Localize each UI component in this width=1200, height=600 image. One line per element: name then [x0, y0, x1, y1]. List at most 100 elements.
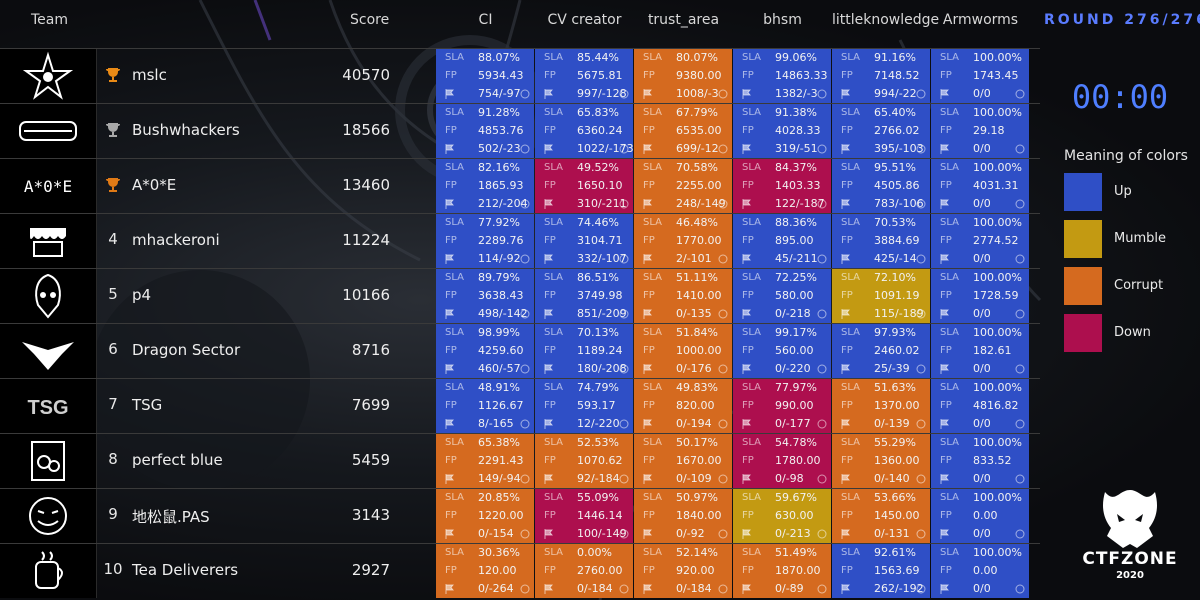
fp-key: FP: [544, 70, 556, 81]
flags-value: 149/-94: [478, 472, 521, 485]
service-cell-bhsm[interactable]: SLA 72.25% FP 580.00 0/-218: [733, 269, 831, 323]
service-cell-trust-area[interactable]: SLA 67.79% FP 6535.00 699/-12: [634, 104, 732, 158]
service-cell-trust-area[interactable]: SLA 46.48% FP 1770.00 2/-101: [634, 214, 732, 268]
service-cell-ci[interactable]: SLA 98.99% FP 4259.60 460/-57: [436, 324, 534, 378]
fp-key: FP: [742, 565, 754, 576]
team-score: 7699: [351, 396, 390, 414]
sla-key: SLA: [940, 107, 959, 118]
team-score: 5459: [351, 451, 390, 469]
service-cell-armworms[interactable]: SLA 100.00% FP 1728.59 0/0: [931, 269, 1029, 323]
flag-icon: [742, 309, 751, 319]
flags-value: 0/0: [973, 582, 991, 595]
service-cell-armworms[interactable]: SLA 100.00% FP 0.00 0/0: [931, 489, 1029, 543]
service-cell-bhsm[interactable]: SLA 77.97% FP 990.00 0/-177: [733, 379, 831, 433]
team-name[interactable]: perfect blue: [132, 451, 223, 469]
service-cell-bhsm[interactable]: SLA 59.67% FP 630.00 0/-213: [733, 489, 831, 543]
service-cell-ci[interactable]: SLA 91.28% FP 4853.76 502/-23: [436, 104, 534, 158]
service-cell-armworms[interactable]: SLA 100.00% FP 4816.82 0/0: [931, 379, 1029, 433]
fp-value: 4816.82: [973, 399, 1019, 412]
sla-value: 100.00%: [973, 51, 1022, 64]
service-cell-cv-creator[interactable]: SLA 85.44% FP 5675.81 997/-128: [535, 49, 633, 103]
service-cell-cv-creator[interactable]: SLA 65.83% FP 6360.24 1022/-173: [535, 104, 634, 158]
service-cell-ci[interactable]: SLA 30.36% FP 120.00 0/-264: [436, 544, 534, 598]
service-cell-ci[interactable]: SLA 88.07% FP 5934.43 754/-97: [436, 49, 534, 103]
team-name[interactable]: Tea Deliverers: [132, 561, 239, 579]
clock-icon: [520, 419, 530, 429]
service-cell-armworms[interactable]: SLA 100.00% FP 182.61 0/0: [931, 324, 1029, 378]
team-name[interactable]: 地松鼠.PAS: [132, 508, 210, 526]
service-cell-littleknowledge[interactable]: SLA 92.61% FP 1563.69 262/-192: [832, 544, 930, 598]
service-cell-cv-creator[interactable]: SLA 52.53% FP 1070.62 92/-184: [535, 434, 633, 488]
team-name[interactable]: A*0*E: [132, 176, 177, 194]
service-cell-bhsm[interactable]: SLA 88.36% FP 895.00 45/-211: [733, 214, 831, 268]
service-cell-ci[interactable]: SLA 82.16% FP 1865.93 212/-204: [436, 159, 534, 213]
team-name[interactable]: p4: [132, 286, 152, 304]
team-score: 3143: [351, 506, 390, 524]
service-cell-ci[interactable]: SLA 65.38% FP 2291.43 149/-94: [436, 434, 534, 488]
service-cell-littleknowledge[interactable]: SLA 97.93% FP 2460.02 25/-39: [832, 324, 930, 378]
service-cell-littleknowledge[interactable]: SLA 51.63% FP 1370.00 0/-139: [832, 379, 930, 433]
sla-key: SLA: [841, 272, 860, 283]
team-name[interactable]: TSG: [132, 396, 163, 414]
flag-icon: [445, 199, 454, 209]
team-name[interactable]: Dragon Sector: [132, 341, 241, 359]
service-cell-bhsm[interactable]: SLA 54.78% FP 1780.00 0/-98: [733, 434, 831, 488]
flags-value: 262/-192: [874, 582, 924, 595]
service-cell-littleknowledge[interactable]: SLA 55.29% FP 1360.00 0/-140: [832, 434, 930, 488]
flag-icon: [544, 584, 553, 594]
service-cell-littleknowledge[interactable]: SLA 65.40% FP 2766.02 395/-103: [832, 104, 930, 158]
clock-icon: [1015, 254, 1025, 264]
flags-value: 0/-220: [775, 362, 811, 375]
service-cell-trust-area[interactable]: SLA 52.14% FP 920.00 0/-184: [634, 544, 732, 598]
service-cell-trust-area[interactable]: SLA 70.58% FP 2255.00 248/-149: [634, 159, 732, 213]
service-cell-armworms[interactable]: SLA 100.00% FP 29.18 0/0: [931, 104, 1029, 158]
flag-icon: [445, 584, 454, 594]
service-cell-trust-area[interactable]: SLA 51.11% FP 1410.00 0/-135: [634, 269, 732, 323]
service-cell-trust-area[interactable]: SLA 50.17% FP 1670.00 0/-109: [634, 434, 732, 488]
sla-value: 46.48%: [676, 216, 718, 229]
service-cell-armworms[interactable]: SLA 100.00% FP 833.52 0/0: [931, 434, 1029, 488]
fp-value: 0.00: [973, 509, 998, 522]
service-cell-littleknowledge[interactable]: SLA 53.66% FP 1450.00 0/-131: [832, 489, 930, 543]
fp-value: 2289.76: [478, 234, 524, 247]
service-cell-cv-creator[interactable]: SLA 70.13% FP 1189.24 180/-208: [535, 324, 633, 378]
ctfzone-logo-icon: [1103, 490, 1157, 548]
legend-swatch-corrupt: [1064, 267, 1102, 305]
team-name[interactable]: mhackeroni: [132, 231, 220, 249]
service-cell-littleknowledge[interactable]: SLA 95.51% FP 4505.86 783/-106: [832, 159, 930, 213]
service-cell-armworms[interactable]: SLA 100.00% FP 4031.31 0/0: [931, 159, 1029, 213]
service-cell-bhsm[interactable]: SLA 99.17% FP 560.00 0/-220: [733, 324, 831, 378]
sla-value: 53.66%: [874, 491, 916, 504]
service-cell-bhsm[interactable]: SLA 84.37% FP 1403.33 122/-187: [733, 159, 831, 213]
service-cell-bhsm[interactable]: SLA 51.49% FP 1870.00 0/-89: [733, 544, 831, 598]
fp-key: FP: [643, 235, 655, 246]
service-cell-cv-creator[interactable]: SLA 86.51% FP 3749.98 851/-209: [535, 269, 633, 323]
service-cell-ci[interactable]: SLA 48.91% FP 1126.67 8/-165: [436, 379, 534, 433]
sla-value: 86.51%: [577, 271, 619, 284]
team-name[interactable]: Bushwhackers: [132, 121, 240, 139]
service-cell-cv-creator[interactable]: SLA 55.09% FP 1446.14 100/-149: [535, 489, 633, 543]
sla-key: SLA: [643, 492, 662, 503]
service-cell-bhsm[interactable]: SLA 91.38% FP 4028.33 319/-51: [733, 104, 831, 158]
service-cell-ci[interactable]: SLA 77.92% FP 2289.76 114/-92: [436, 214, 534, 268]
team-name[interactable]: mslc: [132, 66, 167, 84]
service-cell-armworms[interactable]: SLA 100.00% FP 2774.52 0/0: [931, 214, 1029, 268]
flags-value: 425/-14: [874, 252, 917, 265]
service-cell-armworms[interactable]: SLA 100.00% FP 0.00 0/0: [931, 544, 1029, 598]
service-cell-cv-creator[interactable]: SLA 74.46% FP 3104.71 332/-107: [535, 214, 633, 268]
service-cell-ci[interactable]: SLA 20.85% FP 1220.00 0/-154: [436, 489, 534, 543]
service-cell-armworms[interactable]: SLA 100.00% FP 1743.45 0/0: [931, 49, 1029, 103]
service-cell-trust-area[interactable]: SLA 49.83% FP 820.00 0/-194: [634, 379, 732, 433]
service-cell-ci[interactable]: SLA 89.79% FP 3638.43 498/-142: [436, 269, 534, 323]
fp-value: 1780.00: [775, 454, 821, 467]
service-cell-bhsm[interactable]: SLA 99.06% FP 14863.33 1382/-3: [733, 49, 831, 103]
service-cell-littleknowledge[interactable]: SLA 72.10% FP 1091.19 115/-189: [832, 269, 930, 323]
service-cell-trust-area[interactable]: SLA 50.97% FP 1840.00 0/-92: [634, 489, 732, 543]
service-cell-trust-area[interactable]: SLA 51.84% FP 1000.00 0/-176: [634, 324, 732, 378]
service-cell-trust-area[interactable]: SLA 80.07% FP 9380.00 1008/-3: [634, 49, 732, 103]
service-cell-littleknowledge[interactable]: SLA 70.53% FP 3884.69 425/-14: [832, 214, 930, 268]
service-cell-cv-creator[interactable]: SLA 49.52% FP 1650.10 310/-211: [535, 159, 633, 213]
service-cell-cv-creator[interactable]: SLA 0.00% FP 2760.00 0/-184: [535, 544, 633, 598]
service-cell-littleknowledge[interactable]: SLA 91.16% FP 7148.52 994/-22: [832, 49, 930, 103]
service-cell-cv-creator[interactable]: SLA 74.79% FP 593.17 12/-220: [535, 379, 633, 433]
